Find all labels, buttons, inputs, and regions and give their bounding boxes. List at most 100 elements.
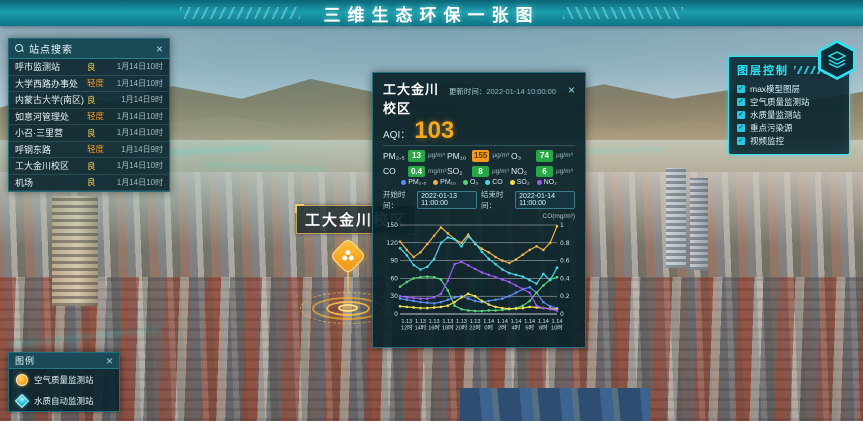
station-list-item[interactable]: 工大金川校区 良 1月14日10时 — [9, 158, 169, 175]
page-title: 三维生态环保一张图 — [323, 5, 540, 25]
svg-text:60: 60 — [390, 276, 398, 283]
station-list-item[interactable]: 呼市监测站 良 1月14日10时 — [9, 59, 169, 76]
station-aqi-grade: 轻度 — [87, 144, 105, 155]
station-search-panel: 站点搜索 × 呼市监测站 良 1月14日10时 大学西路办事处 轻度 1月14日… — [8, 38, 170, 192]
close-icon[interactable]: × — [105, 353, 113, 368]
map-legend-panel: 图例 × 空气质量监测站 水质自动监测站 — [8, 352, 120, 412]
checkbox-checked-icon[interactable]: ✓ — [737, 136, 745, 145]
station-update-time: 1月14日10时 — [116, 78, 163, 88]
layer-panel-header: 图层控制 — [737, 62, 841, 78]
map-legend-item[interactable]: 空气质量监测站 — [9, 369, 119, 390]
legend-dot-icon — [433, 180, 439, 186]
pollutant-cell: NO₂ 6 µg/m³ — [511, 165, 575, 178]
pollutant-label: CO — [383, 166, 396, 177]
close-icon[interactable]: × — [567, 83, 575, 97]
layers-toggle-button[interactable] — [818, 40, 856, 80]
legend-chip[interactable]: PM₁₀ — [433, 179, 456, 186]
checkbox-checked-icon[interactable]: ✓ — [737, 84, 745, 93]
pollutant-value-badge: 13 — [408, 150, 425, 162]
update-time-label: 更新时间： — [448, 87, 487, 96]
layer-panel-title: 图层控制 — [737, 65, 789, 77]
pollutant-unit: µg/m³ — [556, 152, 573, 160]
checkbox-checked-icon[interactable]: ✓ — [737, 123, 745, 132]
pollutant-cell: CO 0.4 mg/m³ — [383, 165, 447, 178]
legend-chip[interactable]: NO₂ — [536, 179, 557, 187]
station-marker-icon[interactable] — [329, 237, 367, 275]
station-update-time: 1月14日10时 — [116, 177, 163, 187]
popup-update-time: 更新时间：2022-01-14 10:00:00 — [449, 86, 556, 97]
close-icon[interactable]: × — [155, 41, 163, 56]
station-name: 机场 — [15, 177, 34, 188]
map-legend-item[interactable]: 水质自动监测站 — [9, 390, 119, 411]
station-list-item[interactable]: 如意河管理处 轻度 1月14日10时 — [9, 109, 169, 125]
pollutant-unit: µg/m³ — [492, 152, 510, 160]
chart-legend: PM₂.₅ PM₁₀ O₃ CO SO₂ NO₂ — [383, 179, 575, 186]
checkbox-checked-icon[interactable]: ✓ — [737, 110, 745, 119]
station-update-time: 1月14日10时 — [116, 111, 163, 121]
search-icon — [15, 44, 24, 53]
station-name: 呼钢东路 — [15, 144, 52, 155]
legend-dot-icon — [536, 180, 542, 186]
station-list-item[interactable]: 机场 良 1月14日10时 — [9, 175, 169, 191]
layer-list-item[interactable]: ✓ 重点污染源 — [737, 121, 841, 134]
station-aqi-grade: 良 — [87, 94, 96, 105]
scene-building-highrise — [690, 178, 708, 270]
time-range-row: 开始时间： 2022-01-13 11:00:00 结束时间： 2022-01-… — [383, 189, 575, 211]
pollutant-value-badge: 8 — [472, 165, 489, 178]
layer-list-item[interactable]: ✓ 视频监控 — [737, 134, 841, 147]
svg-text:0: 0 — [394, 311, 398, 318]
layer-list-item[interactable]: ✓ 水质量监测站 — [737, 108, 841, 121]
legend-chip[interactable]: CO — [485, 179, 503, 186]
legend-label: NO₂ — [543, 179, 557, 187]
legend-dot-icon — [401, 180, 407, 186]
map-legend-title: 图例 — [15, 356, 36, 366]
start-time-input[interactable]: 2022-01-13 11:00:00 — [417, 191, 477, 210]
end-time-input[interactable]: 2022-01-14 11:00:00 — [515, 191, 575, 210]
start-time-label: 开始时间： — [383, 190, 406, 211]
svg-text:0: 0 — [560, 311, 564, 318]
layer-label: 空气质量监测站 — [750, 96, 810, 107]
checkbox-checked-icon[interactable]: ✓ — [737, 97, 745, 106]
layer-list-item[interactable]: ✓ 空气质量监测站 — [737, 95, 841, 108]
legend-chip[interactable]: SO₂ — [509, 179, 530, 187]
legend-item-label: 水质自动监测站 — [34, 395, 94, 406]
station-list-item[interactable]: 呼钢东路 轻度 1月14日9时 — [9, 142, 169, 158]
svg-text:0.2: 0.2 — [560, 293, 570, 300]
station-list-item[interactable]: 内蒙古大学(南区) 良 1月14日9时 — [9, 92, 169, 109]
header-decor-left — [180, 7, 300, 19]
svg-text:0.8: 0.8 — [560, 240, 570, 247]
pollutant-value-badge: 0.4 — [408, 165, 425, 178]
layer-label: max模型图层 — [750, 83, 801, 94]
station-aqi-grade: 良 — [87, 127, 96, 138]
pollutant-label: SO₂ — [447, 166, 463, 177]
legend-chip[interactable]: O₃ — [462, 179, 478, 186]
scene-blue-roofs — [460, 388, 650, 421]
legend-label: SO₂ — [516, 179, 530, 187]
pollutant-cell: O₃ 74 µg/m³ — [511, 150, 575, 162]
station-aqi-grade: 轻度 — [87, 78, 105, 89]
legend-marker-icon — [16, 373, 28, 386]
right-axis-title: CO(mg/m³) — [542, 213, 576, 221]
pollutant-cell: PM₁₀ 155 µg/m³ — [447, 150, 511, 162]
scene-building-highrise — [666, 168, 686, 268]
layer-list-item[interactable]: ✓ max模型图层 — [737, 82, 841, 95]
legend-label: PM₂.₅ — [408, 179, 427, 187]
legend-chip[interactable]: PM₂.₅ — [401, 179, 426, 186]
popup-title-row: 工大金川校区 更新时间：2022-01-14 10:00:00 × — [383, 79, 575, 117]
update-time-value: 2022-01-14 10:00:00 — [486, 87, 556, 96]
station-aqi-grade: 良 — [87, 177, 96, 188]
pollutant-value-badge: 6 — [536, 165, 553, 178]
pollutant-unit: mg/m³ — [428, 167, 447, 175]
station-list-item[interactable]: 大学西路办事处 轻度 1月14日10时 — [9, 76, 169, 92]
station-list-item[interactable]: 小召·三里营 良 1月14日10时 — [9, 125, 169, 142]
